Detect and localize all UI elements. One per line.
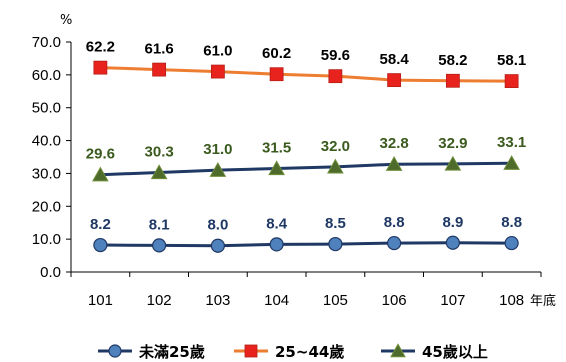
- data-label: 62.2: [86, 39, 115, 56]
- data-label: 58.1: [497, 52, 526, 69]
- series-point: [504, 235, 519, 251]
- x-tick-label: 101: [88, 292, 113, 309]
- y-tick-label: 70.0: [32, 34, 61, 51]
- data-label: 32.0: [321, 138, 350, 155]
- y-tick-label: 60.0: [32, 67, 61, 84]
- series-point: [93, 60, 108, 75]
- x-tick-label: 107: [440, 292, 465, 309]
- y-axis-ticks: 0.0 10.0 20.0 30.0 40.0 50.0 60.0 70.0: [32, 34, 71, 281]
- legend-label: 未滿25歲: [138, 343, 205, 361]
- series-point: [210, 64, 225, 79]
- data-label: 8.5: [325, 215, 346, 232]
- series-line: [100, 161, 512, 177]
- data-label: 8.4: [266, 215, 288, 232]
- data-label: 8.8: [384, 214, 405, 231]
- x-tick-label: 106: [382, 292, 407, 309]
- legend-item-3: 45歲以上: [381, 343, 488, 361]
- series-2: 62.2 61.6 61.0 60.2 59.6 58.4 58.2 58.1: [86, 39, 526, 88]
- series-point: [210, 238, 225, 253]
- series-point: [150, 164, 168, 180]
- series-point: [385, 156, 403, 171]
- data-label: 59.6: [321, 47, 350, 64]
- data-label: 31.5: [262, 140, 291, 157]
- series-point: [244, 344, 258, 358]
- y-tick-label: 40.0: [32, 133, 61, 150]
- series-point: [387, 235, 402, 251]
- data-label: 8.9: [442, 214, 463, 231]
- series-line: [100, 66, 512, 83]
- series-point: [92, 166, 109, 182]
- series-point: [390, 343, 406, 358]
- series-point: [328, 236, 343, 252]
- series-point: [152, 62, 167, 77]
- y-tick-label: 20.0: [32, 198, 61, 215]
- x-tick-label: 103: [205, 292, 230, 309]
- series-layer: 8.2 8.1 8.0 8.4 8.5 8.8 8.9 8.8 62.2 61.6 61.0 60.2…: [86, 39, 526, 253]
- data-label: 8.2: [90, 216, 111, 233]
- series-point: [387, 73, 402, 88]
- series-point: [444, 155, 462, 171]
- series-point: [108, 344, 122, 358]
- data-label: 31.0: [203, 141, 232, 158]
- y-tick-label: 50.0: [32, 100, 61, 117]
- legend: 未滿25歲 25~44歲 45歲以上: [98, 343, 488, 361]
- y-tick-label: 30.0: [32, 165, 61, 182]
- series-point: [152, 238, 167, 253]
- x-axis-unit: 年底: [530, 293, 556, 309]
- series-line: [100, 241, 512, 248]
- series-point: [504, 74, 519, 88]
- data-label: 32.8: [380, 135, 409, 152]
- series-point: [503, 155, 520, 170]
- x-tick-label: 105: [323, 292, 348, 309]
- y-tick-label: 0.0: [40, 264, 61, 281]
- data-label: 33.1: [497, 134, 526, 151]
- series-point: [269, 67, 284, 82]
- x-tick-label: 102: [147, 292, 172, 309]
- data-label: 58.4: [380, 51, 410, 68]
- legend-item-2: 25~44歲: [234, 343, 344, 361]
- legend-label: 45歲以上: [422, 343, 488, 361]
- series-point: [93, 237, 108, 253]
- series-1: 8.2 8.1 8.0 8.4 8.5 8.8 8.9 8.8: [90, 214, 522, 253]
- data-label: 60.2: [262, 45, 291, 62]
- data-label: 30.3: [145, 143, 174, 160]
- data-label: 8.1: [149, 216, 170, 233]
- series-point: [328, 69, 343, 84]
- data-label: 61.6: [145, 41, 174, 58]
- data-label: 8.0: [207, 217, 228, 234]
- series-point: [327, 158, 344, 174]
- data-label: 8.8: [501, 214, 522, 231]
- series-point: [445, 235, 460, 250]
- x-tick-label: 108: [499, 292, 524, 309]
- y-tick-label: 10.0: [32, 231, 61, 248]
- series-3: 29.6 30.3 31.0 31.5 32.0 32.8 32.9 33.1: [86, 134, 526, 182]
- series-point: [268, 160, 285, 176]
- series-point: [445, 73, 460, 88]
- y-axis-unit: %: [60, 13, 72, 28]
- x-tick-label: 104: [264, 292, 289, 309]
- series-point: [269, 237, 284, 252]
- data-label: 61.0: [203, 43, 232, 60]
- legend-item-1: 未滿25歲: [98, 343, 205, 361]
- data-label: 29.6: [86, 146, 115, 163]
- series-point: [209, 161, 227, 177]
- x-axis-ticks: 101 102 103 104 105 106 107 108: [70, 272, 542, 309]
- data-label: 32.9: [438, 135, 467, 152]
- data-label: 58.2: [438, 52, 467, 69]
- legend-label: 25~44歲: [275, 343, 344, 361]
